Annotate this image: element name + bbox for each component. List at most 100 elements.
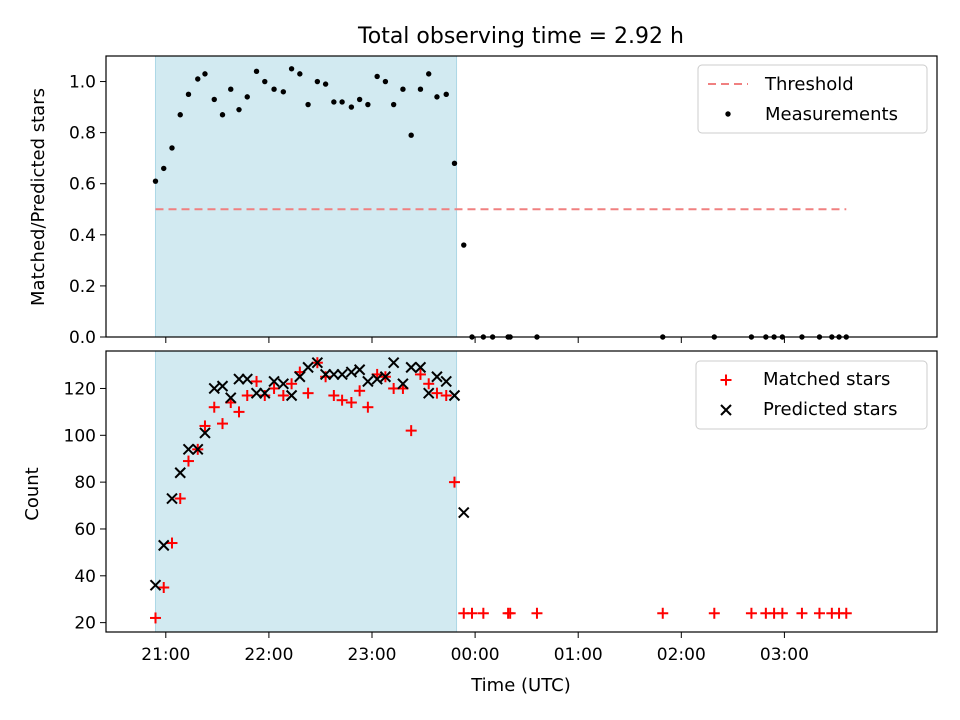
matched-point <box>531 607 543 619</box>
predicted-point-b <box>371 373 383 385</box>
axes-frame <box>105 55 938 338</box>
predicted-point <box>294 371 306 383</box>
predicted-point <box>353 364 366 376</box>
legend-matched-swatch <box>720 374 732 386</box>
predicted-point-b <box>345 366 358 378</box>
measurement-point <box>305 101 311 108</box>
predicted-point <box>277 378 290 390</box>
predicted-point <box>182 443 195 456</box>
predicted-point <box>440 375 452 388</box>
matched-point <box>336 394 348 406</box>
predicted-point-b <box>166 492 178 505</box>
matched-point <box>796 607 808 619</box>
x-tick-label: 01:00 <box>554 645 603 665</box>
axes-frame <box>105 350 938 633</box>
legend-bottom-frame <box>695 360 928 430</box>
legend-measurements-label: Measurements <box>765 104 898 125</box>
predicted-point <box>302 361 314 374</box>
x-tick-label: 22:00 <box>244 645 293 665</box>
predicted-point-b <box>199 427 211 439</box>
predicted-point-b <box>241 373 253 385</box>
matched-point <box>431 387 443 399</box>
predicted-point <box>149 579 162 591</box>
predicted-point <box>423 387 435 399</box>
measurement-point <box>390 101 397 108</box>
legend-top: Threshold Measurements <box>697 64 928 134</box>
predicted-point <box>268 375 280 388</box>
matched-point <box>251 375 263 387</box>
predicted-point-b <box>319 368 332 381</box>
predicted-point-b <box>149 579 162 591</box>
y-tick-label: 100 <box>64 426 96 446</box>
predicted-point <box>233 373 245 385</box>
predicted-point-b <box>268 375 280 388</box>
matched-point <box>149 612 161 624</box>
predicted-point-b <box>328 368 340 381</box>
matched-point <box>268 382 280 394</box>
predicted-point <box>448 389 461 402</box>
observing-window-shade <box>154 55 458 338</box>
predicted-point-b <box>158 539 170 552</box>
predicted-point-b <box>440 375 452 388</box>
predicted-point <box>371 373 383 385</box>
measurement-point <box>434 94 440 100</box>
measurement-point <box>400 86 406 92</box>
measurement-point <box>161 165 167 172</box>
predicted-point-b <box>225 392 237 404</box>
measurement-point <box>417 86 424 92</box>
legend-x-marker-b <box>720 404 732 416</box>
measurement-point <box>236 106 242 113</box>
x-tick-label: 02:00 <box>657 645 706 665</box>
measurement-point <box>185 91 192 98</box>
matched-point <box>362 401 374 413</box>
predicted-point <box>336 368 348 381</box>
measurement-point <box>374 73 380 80</box>
measurement-point <box>152 178 159 184</box>
matched-point <box>174 493 186 505</box>
matched-point <box>840 607 852 619</box>
predicted-point-b <box>387 357 400 369</box>
series-matched-stars <box>149 357 852 624</box>
matched-point <box>813 607 825 619</box>
predicted-point <box>158 539 170 552</box>
predicted-point-b <box>362 375 374 388</box>
matched-point <box>182 455 194 467</box>
measurement-point <box>195 76 201 82</box>
predicted-point-b <box>311 357 324 369</box>
predicted-point-b <box>423 387 435 399</box>
matched-point <box>466 607 478 619</box>
legend-predicted-label: Predicted stars <box>763 399 897 420</box>
matched-point <box>199 420 211 432</box>
predicted-point <box>379 371 392 383</box>
matched-point <box>745 607 757 619</box>
predicted-point <box>208 382 220 395</box>
y-tick-label: 60 <box>74 520 96 540</box>
chart-title: Total observing time = 2.92 h <box>357 24 684 49</box>
predicted-point <box>345 366 358 378</box>
matched-point <box>776 607 788 619</box>
y-tick-label: 0.2 <box>69 277 96 297</box>
predicted-point <box>328 368 340 381</box>
predicted-point <box>225 392 237 404</box>
matched-point <box>388 382 400 394</box>
predicted-point-b <box>379 371 392 383</box>
bottom-y-axis-label: Count <box>22 467 43 520</box>
x-axis-label: Time (UTC) <box>470 675 571 696</box>
predicted-point-b <box>250 387 263 399</box>
matched-point <box>708 607 720 619</box>
predicted-point <box>431 371 443 383</box>
top-panel-ratio-plot: 0.0 0.2 0.4 0.6 0.8 1.0 <box>69 55 938 348</box>
legend-measurements-swatch <box>725 111 731 117</box>
matched-point <box>241 389 253 401</box>
matched-point <box>354 385 366 397</box>
predicted-point <box>259 387 271 399</box>
matched-point <box>440 389 452 401</box>
predicted-point-b <box>208 382 220 395</box>
predicted-point-b <box>353 364 366 376</box>
predicted-point <box>387 357 400 369</box>
predicted-point-b <box>414 361 427 374</box>
predicted-point-b <box>302 361 314 374</box>
legend-predicted-swatch <box>720 404 732 416</box>
measurement-point <box>177 112 183 118</box>
